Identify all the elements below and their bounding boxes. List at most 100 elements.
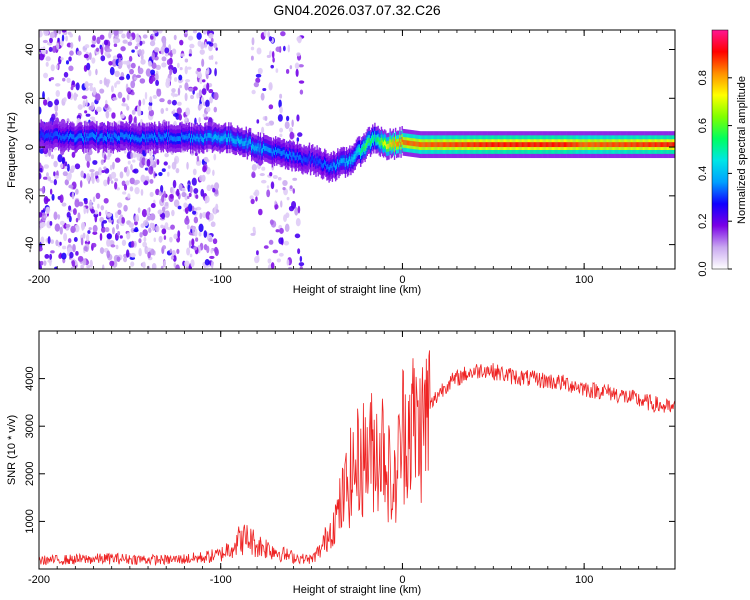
heatmap-noise-blob xyxy=(42,46,46,52)
heatmap-ridge-cell xyxy=(553,142,555,148)
heatmap-ridge-cell xyxy=(518,142,520,148)
heatmap-ridge-cell xyxy=(127,135,130,140)
colorbar: 0.0 0.2 0.4 0.6 0.8 Normalized spectral ampl… xyxy=(697,29,748,277)
heatmap-noise-blob xyxy=(144,167,149,171)
heatmap-ridge-cell xyxy=(521,142,523,148)
heatmap-noise-blob xyxy=(104,103,109,109)
heatmap-ridge-cell xyxy=(401,137,403,142)
heatmap-noise-blob xyxy=(137,67,144,75)
heatmap-noise-blob xyxy=(299,266,303,269)
heatmap-noise-blob xyxy=(59,241,62,246)
heatmap-noise-blob xyxy=(130,62,136,69)
heatmap-ridge-cell xyxy=(495,142,497,148)
heatmap-noise-blob xyxy=(87,230,91,234)
heatmap-noise-blob xyxy=(173,34,177,41)
heatmap-ridge-cell xyxy=(530,142,532,148)
heatmap-noise-blob xyxy=(104,182,108,186)
heatmap-noise-blob xyxy=(45,56,51,62)
heatmap-noise-blob xyxy=(262,87,267,92)
heatmap-noise-blob xyxy=(195,70,199,75)
heatmap-ridge-cell xyxy=(374,133,376,139)
heatmap-noise-blob xyxy=(261,179,267,184)
heatmap-ridge-cell xyxy=(520,142,522,148)
heatmap-noise-blob xyxy=(187,203,193,212)
heatmap-noise-blob xyxy=(142,98,146,106)
heatmap-noise-blob xyxy=(205,73,209,80)
heatmap-ridge-cell xyxy=(508,142,510,148)
heatmap-ridge-cell xyxy=(550,142,553,148)
heatmap-ridge-cell xyxy=(389,139,391,145)
heatmap-ridge-cell xyxy=(109,133,111,139)
heatmap-noise-blob xyxy=(91,177,95,184)
heatmap-noise-blob xyxy=(254,256,260,264)
heatmap-ridge-cell xyxy=(179,136,181,141)
heatmap-ridge-cell xyxy=(658,142,661,148)
heatmap-noise-blob xyxy=(146,265,151,269)
heatmap-ridge-cell xyxy=(177,136,180,142)
heatmap-noise-blob xyxy=(193,246,198,251)
heatmap-ridge-cell xyxy=(454,142,457,148)
heatmap-noise-blob xyxy=(127,193,131,199)
heatmap-ridge-cell xyxy=(554,142,556,148)
heatmap-ridge-cell xyxy=(603,142,605,148)
heatmap-ridge-cell xyxy=(455,142,458,148)
heatmap-noise-blob xyxy=(55,83,61,87)
heatmap-ridge-cell xyxy=(665,142,667,148)
heatmap-noise-blob xyxy=(152,94,158,99)
heatmap-ridge-cell xyxy=(614,142,616,148)
heatmap-ridge-cell xyxy=(517,142,519,148)
heatmap-ridge-cell xyxy=(138,137,141,143)
heatmap-ridge-cell xyxy=(94,134,96,140)
heatmap-noise-blob xyxy=(41,186,45,194)
heatmap-ridge-cell xyxy=(610,142,613,148)
heatmap-noise-blob xyxy=(133,168,139,174)
heatmap-ridge-cell xyxy=(608,142,611,148)
heatmap-noise-blob xyxy=(141,209,148,218)
heatmap-noise-blob xyxy=(57,214,61,220)
heatmap-ridge-cell xyxy=(571,142,573,148)
heatmap-noise-blob xyxy=(161,228,167,235)
heatmap-ridge-cell xyxy=(187,133,190,139)
heatmap-ridge-cell xyxy=(231,136,233,142)
heatmap-noise-blob xyxy=(278,252,284,257)
heatmap-noise-blob xyxy=(298,262,305,267)
heatmap-noise-blob xyxy=(71,80,75,86)
heatmap-noise-blob xyxy=(190,94,195,100)
heatmap-ridge-cell xyxy=(527,142,530,148)
heatmap-noise-blob xyxy=(184,260,190,267)
heatmap-ridge-cell xyxy=(163,133,166,138)
heatmap-ridge-cell xyxy=(156,137,158,142)
heatmap-noise-blob xyxy=(128,114,133,123)
heatmap-noise-blob xyxy=(112,161,115,170)
heatmap-noise-blob xyxy=(49,37,53,44)
heatmap-ridge-cell xyxy=(669,142,672,148)
heatmap-ridge-cell xyxy=(496,142,498,148)
heatmap-ridge xyxy=(39,119,675,183)
heatmap-ridge-cell xyxy=(326,164,328,170)
heatmap-ridge-cell xyxy=(78,133,81,139)
heatmap-noise-blob xyxy=(266,189,271,198)
heatmap-noise-blob xyxy=(164,47,170,54)
heatmap-noise-blob xyxy=(62,245,67,250)
heatmap-ridge-cell xyxy=(182,134,184,140)
heatmap-ridge-cell xyxy=(595,142,597,148)
heatmap-noise-blob xyxy=(139,78,146,84)
heatmap-noise-blob xyxy=(65,35,68,42)
heatmap-ridge-cell xyxy=(664,142,666,148)
heatmap-ridge-cell xyxy=(396,142,398,148)
heatmap-ridge-cell xyxy=(560,142,563,148)
heatmap-noise-blob xyxy=(169,68,173,76)
heatmap-ridge-cell xyxy=(634,142,637,148)
heatmap-noise-blob xyxy=(296,137,300,142)
heatmap-ridge-cell xyxy=(116,136,119,142)
heatmap-noise-blob xyxy=(122,39,128,44)
heatmap-ridge-cell xyxy=(121,132,123,138)
heatmap-noise-blob xyxy=(286,259,290,266)
heatmap-noise-blob xyxy=(123,256,128,263)
heatmap-noise-blob xyxy=(81,95,88,100)
heatmap-noise-blob xyxy=(210,221,216,228)
heatmap-ridge-cell xyxy=(478,142,481,148)
heatmap-noise-blob xyxy=(66,211,71,218)
heatmap-noise-blob xyxy=(130,240,135,248)
heatmap-noise-blob xyxy=(82,100,86,108)
